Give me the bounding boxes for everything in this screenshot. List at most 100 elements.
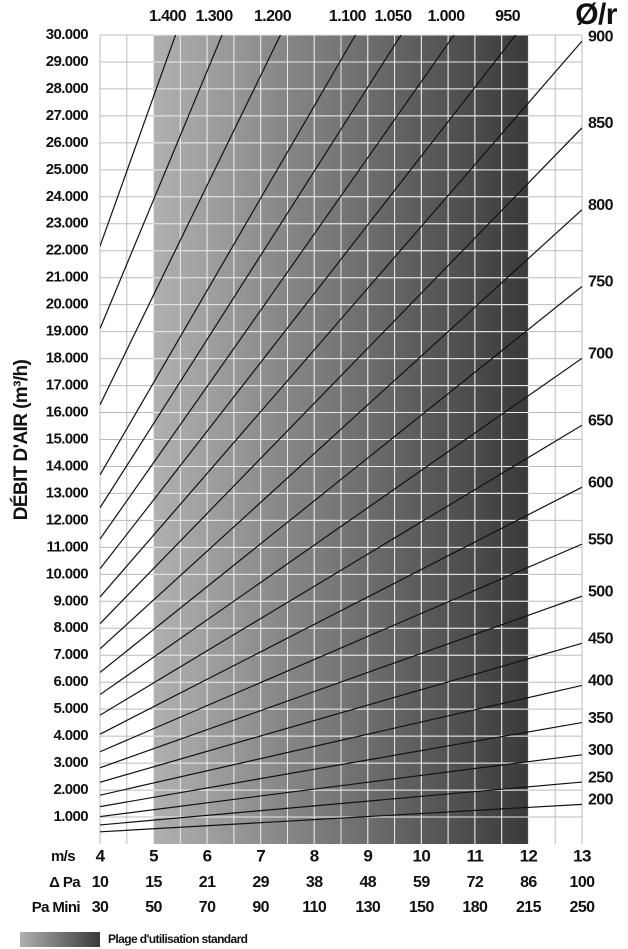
line-label: 1.100 (329, 8, 367, 25)
flow-line (100, 486, 582, 735)
flow-line (100, 754, 582, 818)
line-label: 350 (588, 710, 614, 727)
y-tick-label: 16.000 (46, 404, 89, 421)
row-value: 215 (516, 899, 542, 916)
flow-line (100, 40, 582, 598)
y-tick-label: 2.000 (53, 781, 88, 798)
y-tick-label: 21.000 (46, 269, 89, 286)
x-tick-label: 13 (573, 846, 591, 865)
y-axis-label: DÉBIT D'AIR (m³/h) (10, 359, 32, 520)
y-tick-label: 26.000 (46, 134, 89, 151)
flow-line (100, 35, 455, 540)
row-value: 50 (145, 899, 162, 916)
y-tick-label: 4.000 (53, 727, 88, 744)
line-label: 1.300 (196, 8, 234, 25)
x-tick-label: 12 (520, 846, 538, 865)
row-value: 130 (355, 899, 381, 916)
row-value: 100 (570, 874, 596, 891)
flow-line (100, 35, 282, 406)
flow-line (100, 595, 582, 769)
flow-line (100, 35, 356, 476)
row-value: 72 (467, 874, 484, 891)
y-tick-label: 7.000 (53, 646, 88, 663)
row-value: 110 (302, 899, 327, 916)
x-tick-label: 6 (203, 846, 212, 865)
line-label: 850 (588, 115, 614, 132)
y-tick-label: 13.000 (46, 484, 89, 501)
y-tick-label: 11.000 (47, 538, 89, 555)
line-label: 700 (588, 346, 614, 363)
flow-line (100, 642, 582, 783)
y-tick-label: 15.000 (46, 430, 89, 447)
y-tick-label: 22.000 (46, 242, 89, 259)
flow-line (100, 781, 582, 826)
y-tick-label: 24.000 (46, 188, 89, 205)
row-value: 70 (199, 899, 216, 916)
x-tick-label: 10 (412, 846, 430, 865)
row-value: 15 (145, 874, 162, 891)
y-tick-label: 5.000 (53, 700, 88, 717)
x-tick-label: 9 (363, 846, 372, 865)
row-value: 86 (520, 874, 537, 891)
row-value: 48 (359, 874, 376, 891)
row-value: 21 (199, 874, 216, 891)
line-label: 750 (588, 274, 614, 291)
y-tick-label: 19.000 (46, 323, 89, 340)
line-label: 600 (588, 474, 614, 491)
y-tick-label: 18.000 (46, 350, 89, 367)
y-tick-label: 28.000 (46, 80, 89, 97)
row-value: 38 (306, 874, 323, 891)
y-tick-label: 10.000 (46, 565, 89, 582)
line-label: 500 (588, 583, 614, 600)
y-tick-label: 23.000 (46, 215, 89, 232)
x-tick-label: 5 (149, 846, 158, 865)
line-label: 250 (588, 769, 614, 786)
line-label: 200 (588, 792, 614, 809)
flow-line (100, 35, 517, 570)
line-label: 550 (588, 531, 614, 548)
y-tick-label: 14.000 (46, 457, 89, 474)
x-tick-label: 4 (96, 846, 106, 865)
legend-swatch (20, 932, 100, 947)
y-tick-label: 29.000 (46, 53, 89, 70)
flow-line (100, 209, 582, 650)
flow-line (100, 127, 582, 625)
line-label: 950 (495, 8, 521, 25)
row-value: 29 (252, 874, 269, 891)
line-label: 1.200 (254, 8, 292, 25)
flow-line (100, 285, 582, 673)
y-tick-label: 9.000 (53, 592, 88, 609)
row-value: 250 (570, 899, 596, 916)
row-label: Pa Mini (32, 899, 81, 916)
line-label: 800 (588, 197, 614, 214)
flow-line (100, 357, 582, 696)
row-value: 90 (252, 899, 269, 916)
flow-line (100, 35, 177, 247)
row-value: 10 (92, 874, 109, 891)
line-label: 300 (588, 742, 614, 759)
flow-line (100, 35, 402, 509)
y-tick-label: 6.000 (53, 673, 88, 690)
row-value: 59 (413, 874, 430, 891)
corner-label: Ø/r (575, 0, 617, 31)
flow-line (100, 424, 582, 716)
y-tick-label: 17.000 (46, 377, 89, 394)
line-label: 1.400 (149, 8, 187, 25)
line-label: 650 (588, 412, 614, 429)
line-label: 1.050 (374, 8, 412, 25)
y-tick-label: 25.000 (46, 161, 89, 178)
line-label: 900 (588, 28, 614, 45)
row-value: 30 (92, 899, 109, 916)
row-label: Δ Pa (49, 874, 81, 891)
flow-line (100, 721, 582, 808)
row-value: 180 (462, 899, 488, 916)
y-tick-label: 12.000 (46, 511, 89, 528)
flow-line (100, 35, 223, 329)
x-axis-label: m/s (51, 848, 75, 865)
flow-line (100, 543, 582, 753)
y-tick-label: 30.000 (46, 26, 89, 43)
y-tick-label: 1.000 (53, 808, 88, 825)
flow-line (100, 684, 582, 796)
row-value: 150 (409, 899, 435, 916)
